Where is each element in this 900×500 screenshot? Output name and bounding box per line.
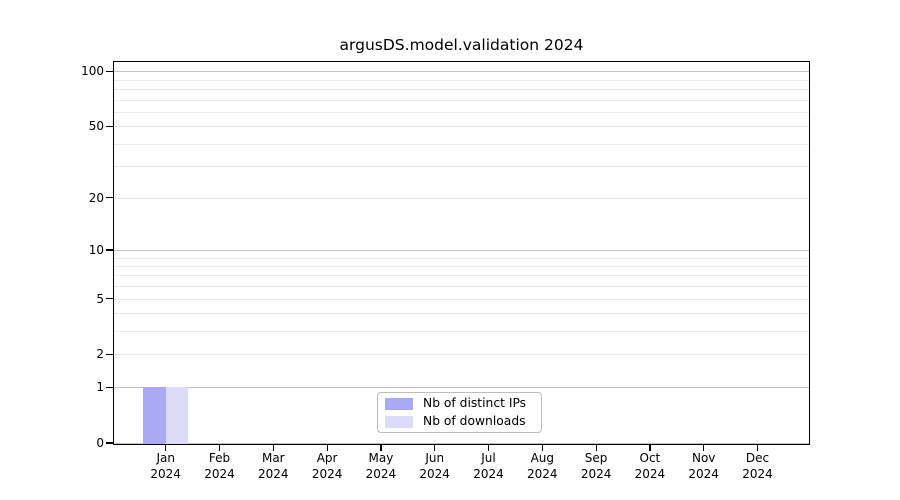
minor-gridline bbox=[114, 143, 809, 145]
y-tick-mark bbox=[106, 197, 113, 199]
minor-gridline bbox=[114, 257, 809, 259]
minor-gridline bbox=[114, 313, 809, 315]
minor-gridline bbox=[114, 265, 809, 267]
x-tick-label: Jan 2024 bbox=[150, 451, 181, 481]
y-tick-label: 1 bbox=[96, 380, 104, 395]
minor-gridline bbox=[114, 166, 809, 168]
x-tick-label: Dec 2024 bbox=[742, 451, 773, 481]
y-tick-label: 100 bbox=[81, 64, 104, 79]
x-tick-label: Jun 2024 bbox=[419, 451, 450, 481]
minor-gridline bbox=[114, 79, 809, 81]
x-tick-mark bbox=[595, 445, 597, 451]
major-gridline bbox=[114, 443, 809, 444]
x-tick-mark bbox=[756, 445, 759, 451]
y-tick-mark bbox=[106, 125, 113, 127]
x-tick-label: Aug 2024 bbox=[527, 451, 558, 481]
legend-swatch-distinct-ips bbox=[385, 397, 413, 410]
minor-gridline bbox=[114, 298, 809, 300]
y-tick-label: 0 bbox=[96, 436, 104, 450]
minor-gridline bbox=[114, 126, 809, 128]
x-tick-mark bbox=[434, 445, 436, 451]
legend-swatch-downloads bbox=[385, 415, 413, 428]
x-tick-label: Mar 2024 bbox=[258, 451, 289, 481]
x-tick-mark bbox=[218, 445, 221, 451]
bar-downloads bbox=[165, 387, 189, 445]
y-tick-label: 10 bbox=[88, 242, 104, 257]
minor-gridline bbox=[114, 99, 809, 101]
x-tick-mark bbox=[380, 445, 382, 451]
y-tick-mark bbox=[106, 442, 113, 444]
legend-label-downloads: Nb of downloads bbox=[423, 414, 526, 428]
y-tick-label: 5 bbox=[96, 291, 104, 306]
x-tick-mark bbox=[649, 445, 651, 451]
major-gridline bbox=[114, 249, 809, 251]
x-tick-label: Apr 2024 bbox=[311, 451, 343, 481]
y-tick-mark bbox=[106, 70, 113, 72]
bar-distinct-ips bbox=[143, 387, 166, 445]
legend: Nb of distinct IPs Nb of downloads bbox=[377, 392, 542, 433]
minor-gridline bbox=[114, 354, 809, 356]
minor-gridline bbox=[114, 286, 809, 288]
y-tick-mark bbox=[106, 298, 113, 300]
y-tick-mark bbox=[106, 353, 113, 356]
x-tick-label: May 2024 bbox=[365, 451, 397, 481]
x-tick-mark bbox=[272, 445, 274, 451]
major-gridline bbox=[114, 71, 809, 73]
x-tick-label: Feb 2024 bbox=[204, 451, 235, 481]
minor-gridline bbox=[114, 88, 809, 90]
major-gridline bbox=[114, 387, 809, 389]
y-tick-mark bbox=[106, 249, 113, 251]
x-tick-mark bbox=[703, 445, 705, 451]
y-tick-mark bbox=[106, 386, 113, 388]
legend-row-distinct-ips: Nb of distinct IPs bbox=[385, 397, 534, 410]
minor-gridline bbox=[114, 275, 809, 277]
x-tick-mark bbox=[326, 445, 328, 451]
legend-row-downloads: Nb of downloads bbox=[385, 415, 534, 428]
x-tick-label: Jul 2024 bbox=[473, 451, 504, 481]
x-tick-mark bbox=[541, 445, 543, 451]
legend-label-distinct-ips: Nb of distinct IPs bbox=[423, 396, 527, 410]
y-tick-label: 2 bbox=[96, 347, 104, 362]
x-tick-mark bbox=[487, 445, 490, 451]
x-tick-label: Oct 2024 bbox=[634, 451, 666, 481]
minor-gridline bbox=[114, 197, 809, 199]
y-tick-label: 20 bbox=[88, 190, 104, 205]
chart-title: argusDS.model.validation 2024 bbox=[339, 36, 584, 54]
minor-gridline bbox=[114, 331, 809, 333]
y-tick-label: 50 bbox=[88, 119, 104, 134]
x-tick-label: Sep 2024 bbox=[580, 451, 612, 481]
minor-gridline bbox=[114, 111, 809, 113]
x-tick-label: Nov 2024 bbox=[688, 451, 719, 481]
x-tick-mark bbox=[165, 445, 167, 451]
